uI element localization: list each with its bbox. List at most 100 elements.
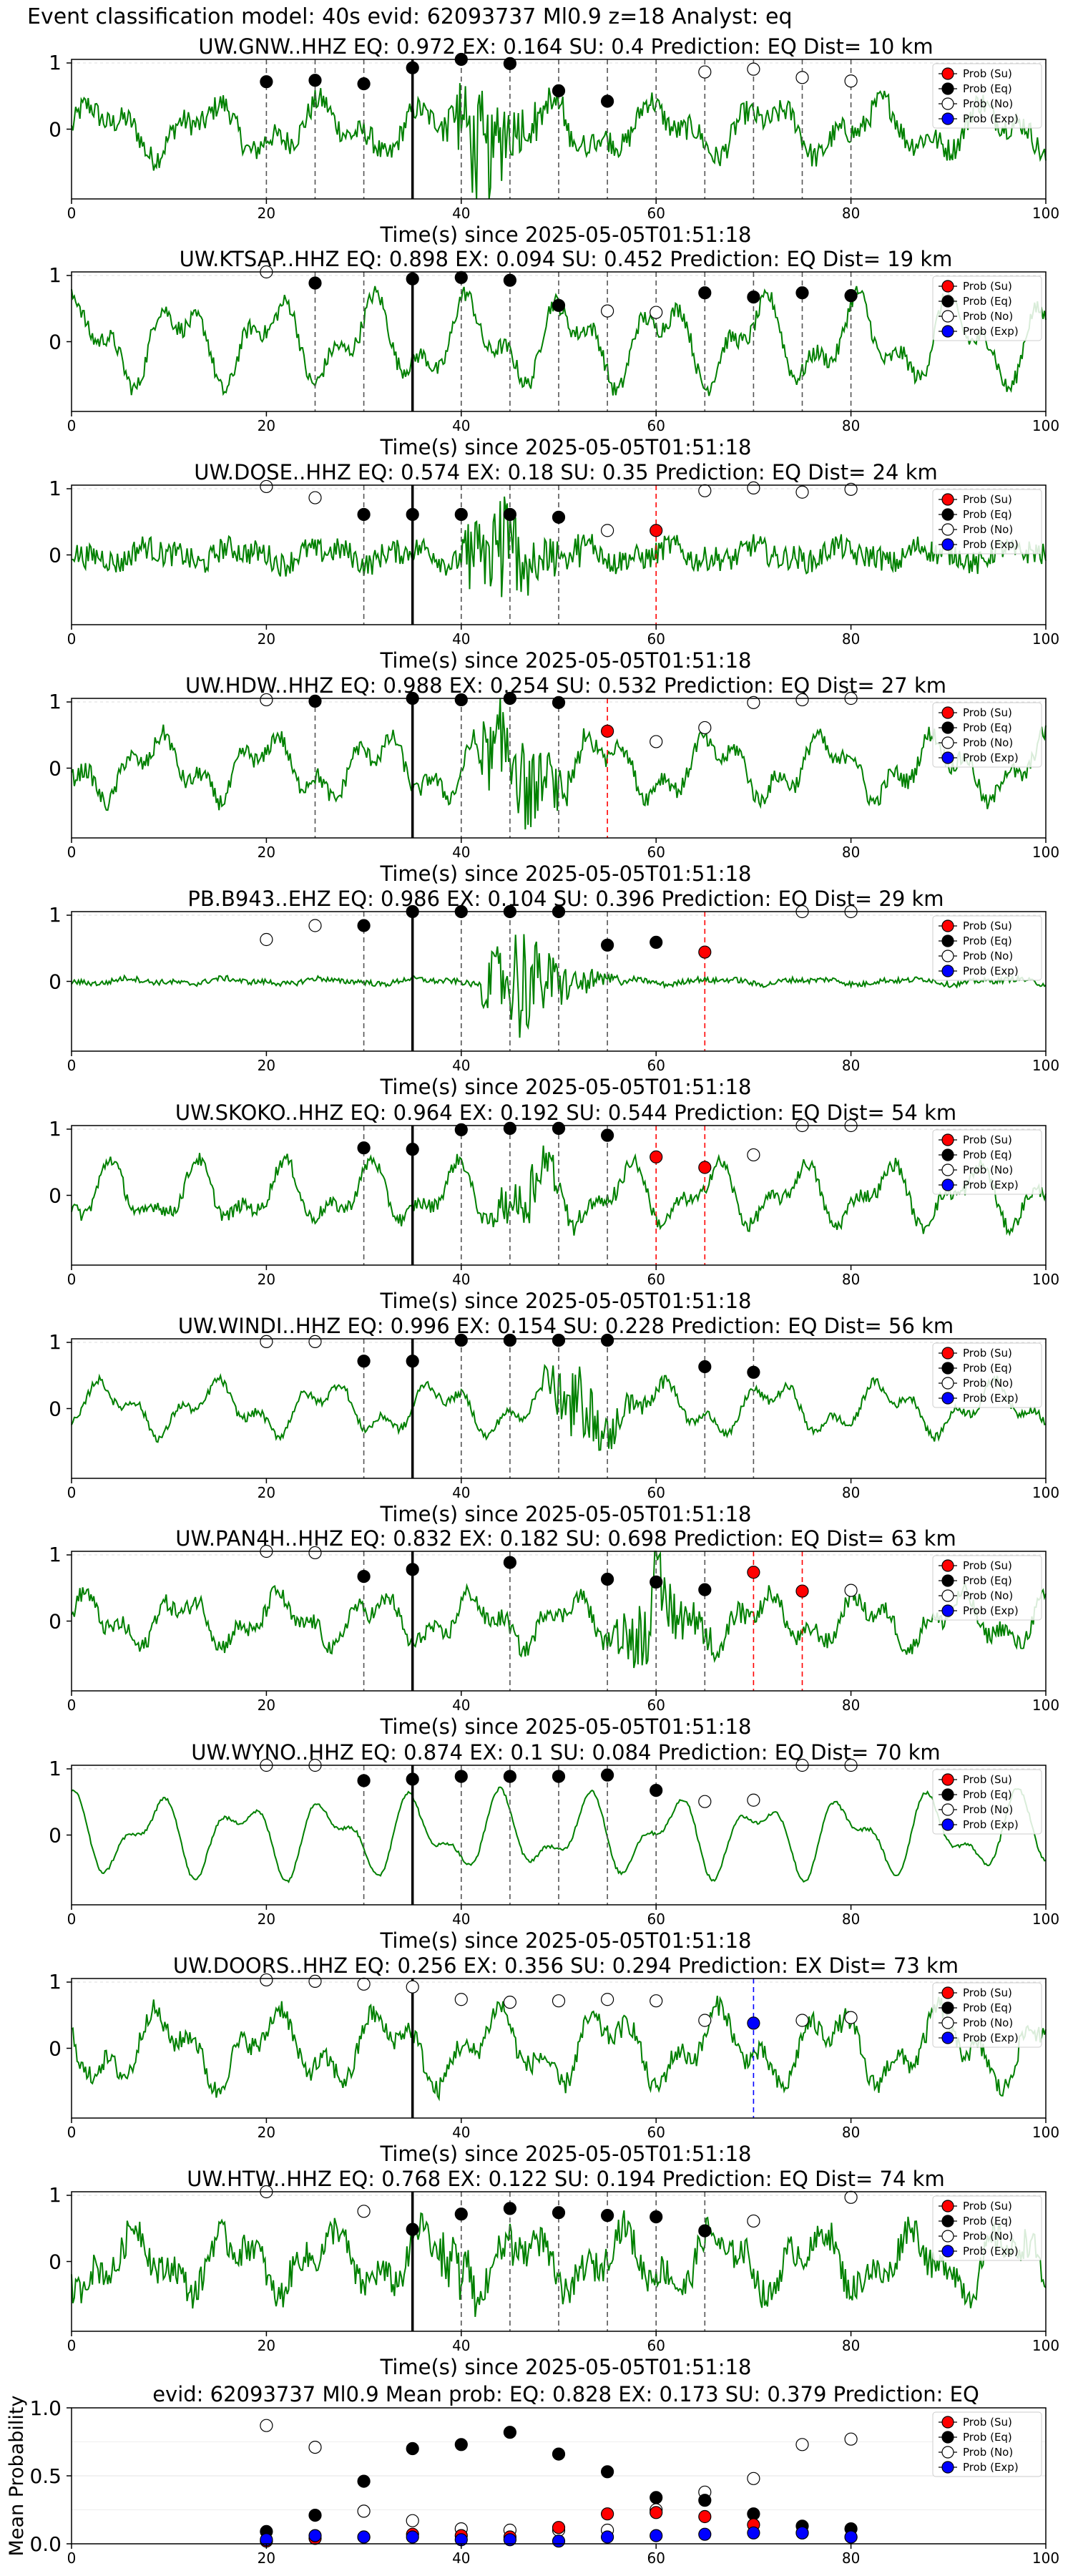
x-tick-label: 0 xyxy=(67,417,77,434)
x-tick-label: 20 xyxy=(258,2124,275,2141)
x-tick-label: 20 xyxy=(258,630,275,648)
mean-prob-point xyxy=(698,2527,712,2541)
panel-title: UW.GNW..HHZ EQ: 0.972 EX: 0.164 SU: 0.4 … xyxy=(198,34,933,59)
legend-marker xyxy=(941,2215,954,2228)
prob-point xyxy=(454,2207,468,2221)
legend-label: Prob (Eq) xyxy=(963,2215,1012,2228)
prob-point xyxy=(698,1583,712,1596)
x-tick-label: 40 xyxy=(452,1271,470,1288)
mean-prob-point xyxy=(650,2506,663,2519)
prob-point xyxy=(454,1333,468,1347)
x-axis-label: Time(s) since 2025-05-05T01:51:18 xyxy=(380,2142,752,2166)
panel-title: UW.WYNO..HHZ EQ: 0.874 EX: 0.1 SU: 0.084… xyxy=(191,1740,940,1765)
prob-point xyxy=(406,1563,419,1576)
prob-point xyxy=(795,2014,809,2027)
prob-point xyxy=(650,1994,663,2008)
prob-point xyxy=(698,2014,712,2027)
prob-point xyxy=(357,1774,371,1787)
legend-label: Prob (Eq) xyxy=(963,1362,1012,1375)
mean-prob-point xyxy=(406,2441,419,2456)
prob-point xyxy=(357,1355,371,1368)
legend-label: Prob (No) xyxy=(963,736,1013,749)
prob-point xyxy=(698,721,712,735)
legend-marker xyxy=(941,82,954,95)
legend-label: Prob (Eq) xyxy=(963,508,1012,521)
legend-marker xyxy=(941,1347,954,1360)
prob-point xyxy=(503,2202,517,2215)
prob-point xyxy=(650,524,663,537)
mean-prob-point xyxy=(747,2472,760,2485)
legend-label: Prob (No) xyxy=(963,97,1013,110)
legend-label: Prob (Eq) xyxy=(963,721,1012,734)
prob-point xyxy=(308,491,322,504)
prob-point xyxy=(552,510,566,524)
prob-point xyxy=(795,1584,809,1598)
prob-point xyxy=(650,935,663,950)
x-tick-label: 80 xyxy=(842,1271,860,1288)
y-tick-label: 0.0 xyxy=(29,2532,62,2556)
prob-point xyxy=(600,2209,614,2223)
x-tick-label: 0 xyxy=(67,2124,77,2141)
prob-point xyxy=(260,1973,273,1987)
prob-point xyxy=(406,507,419,522)
mean-prob-point xyxy=(454,2438,468,2451)
prob-point xyxy=(747,1365,760,1379)
y-tick-label: 1 xyxy=(49,1543,62,1566)
prob-point xyxy=(600,1768,614,1782)
x-tick-label: 100 xyxy=(1032,1057,1059,1074)
prob-point xyxy=(308,1335,322,1349)
legend-label: Prob (No) xyxy=(963,1803,1013,1816)
prob-point xyxy=(747,696,760,709)
legend-label: Prob (Su) xyxy=(963,2200,1012,2212)
x-tick-label: 60 xyxy=(647,844,665,861)
prob-point xyxy=(650,735,663,748)
legend-label: Prob (Su) xyxy=(963,2416,1012,2429)
legend-marker xyxy=(941,1377,954,1390)
y-tick-label: 0 xyxy=(49,118,62,142)
prob-point xyxy=(308,276,322,290)
legend-label: Prob (Su) xyxy=(963,1133,1012,1146)
waveform-trace xyxy=(71,1786,1047,1884)
prob-point xyxy=(650,1575,663,1589)
prob-point xyxy=(795,71,809,84)
legend-box xyxy=(932,63,1042,129)
legend-label: Prob (No) xyxy=(963,950,1013,962)
legend-box xyxy=(932,915,1042,981)
prob-point xyxy=(357,1141,371,1155)
x-tick-label: 0 xyxy=(67,2550,77,2567)
prob-point xyxy=(406,61,419,74)
legend-marker xyxy=(941,310,954,323)
x-tick-label: 80 xyxy=(842,417,860,434)
x-tick-label: 80 xyxy=(842,1697,860,1714)
mean-prob-point xyxy=(260,2419,273,2432)
x-axis-label: Time(s) since 2025-05-05T01:51:18 xyxy=(380,223,752,247)
mean-prob-point xyxy=(308,2529,322,2542)
waveform-panel-10: UW.DOORS..HHZ EQ: 0.256 EX: 0.356 SU: 0.… xyxy=(49,1953,1059,2166)
prob-point xyxy=(357,919,371,932)
legend-marker xyxy=(941,1163,954,1176)
legend-label: Prob (Exp) xyxy=(963,965,1019,977)
legend-label: Prob (Eq) xyxy=(963,295,1012,308)
y-tick-label: 0 xyxy=(49,1610,62,1634)
panel-title: UW.HDW..HHZ EQ: 0.988 EX: 0.254 SU: 0.53… xyxy=(185,673,946,698)
legend-marker xyxy=(941,1788,954,1801)
legend-marker xyxy=(941,538,954,551)
mean-prob-point xyxy=(503,2426,517,2439)
legend-marker xyxy=(941,2001,954,2014)
y-tick-label: 1.0 xyxy=(29,2396,62,2420)
x-tick-label: 100 xyxy=(1032,1271,1059,1288)
prob-point xyxy=(357,2205,371,2218)
prob-point xyxy=(357,1570,371,1584)
mean-prob-point xyxy=(308,2509,322,2522)
prob-point xyxy=(357,507,371,522)
mean-prob-point xyxy=(844,2432,858,2446)
prob-point xyxy=(747,1793,760,1807)
mean-prob-point xyxy=(357,2530,371,2544)
panel-title: UW.DOORS..HHZ EQ: 0.256 EX: 0.356 SU: 0.… xyxy=(173,1953,959,1978)
x-tick-label: 20 xyxy=(258,1697,275,1714)
legend-marker xyxy=(941,1148,954,1161)
legend-label: Prob (No) xyxy=(963,1163,1013,1176)
legend-marker xyxy=(941,1362,954,1375)
x-tick-label: 40 xyxy=(452,1484,470,1501)
prob-point xyxy=(406,1980,419,1994)
